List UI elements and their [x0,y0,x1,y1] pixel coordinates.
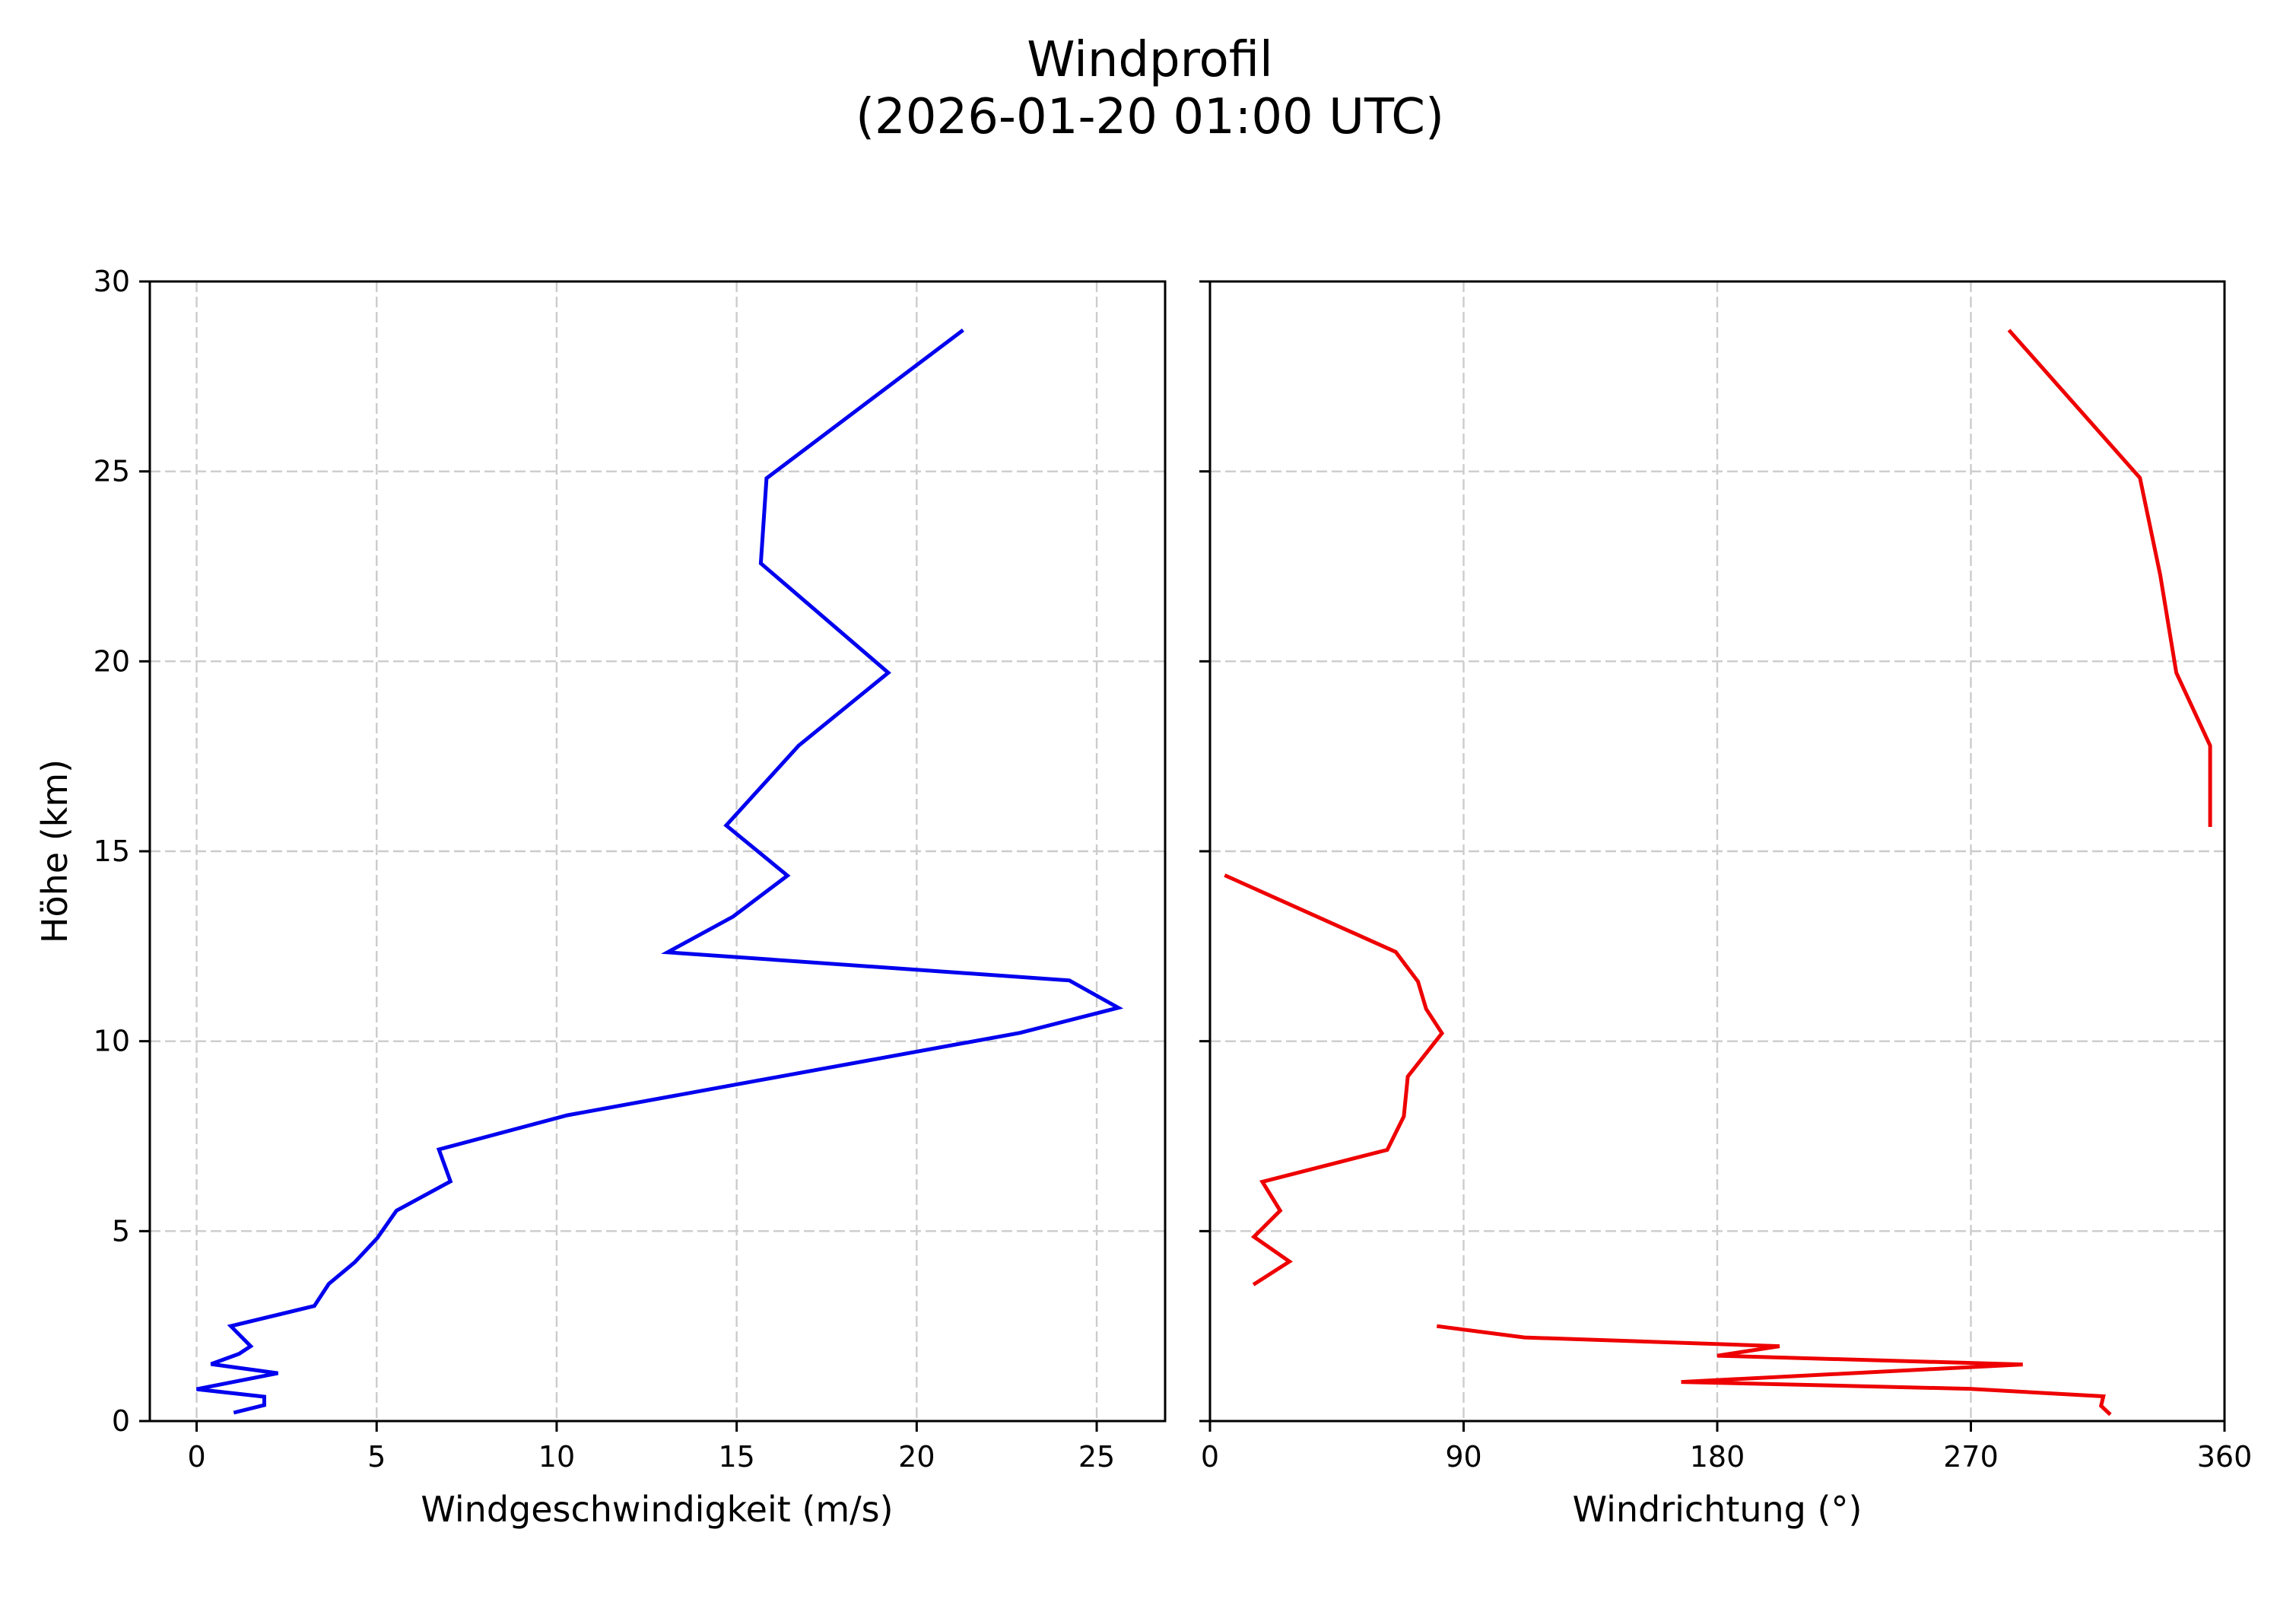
wind-direction-line-segment [1224,873,1445,1286]
height-ylabel: Höhe (km) [34,759,75,943]
x-tick-label: 5 [367,1440,386,1474]
wind-speed-line [196,328,1124,1415]
y-tick-label: 20 [94,644,130,678]
wind-direction-panel: 0 90 180 270 360 Windrichtung (°) [1199,280,2253,1530]
y-tick-label: 25 [94,455,130,488]
y-tick-label: 0 [112,1404,130,1438]
x-tick-label: 15 [718,1440,754,1474]
wind-speed-grid [150,281,1165,1421]
y-tick-label: 15 [94,835,130,868]
x-tick-label: 20 [898,1440,935,1474]
x-tick-label: 90 [1445,1440,1481,1474]
x-tick-label: 25 [1078,1440,1115,1474]
y-tick-label: 5 [112,1214,130,1248]
x-tick-label: 270 [1943,1440,1999,1474]
wind-direction-xlabel: Windrichtung (°) [1573,1489,1863,1530]
wind-direction-grid [1210,281,2225,1421]
wind-speed-ticks: 0 5 10 15 20 25 0 5 10 15 20 25 30 [94,265,1116,1474]
figure-title-line1: Windprofil [1027,32,1273,88]
x-tick-label: 0 [187,1440,205,1474]
wind-direction-lines [1224,329,2212,1416]
x-tick-label: 180 [1690,1440,1745,1474]
wind-speed-panel: 0 5 10 15 20 25 0 5 10 15 20 25 30 Windgeschwindigke… [34,265,1167,1530]
y-tick-label: 30 [94,265,130,298]
x-tick-label: 10 [538,1440,575,1474]
wind-speed-xlabel: Windgeschwindigkeit (m/s) [421,1489,893,1530]
x-tick-label: 0 [1201,1440,1219,1474]
wind-direction-ticks: 0 90 180 270 360 [1199,280,2253,1474]
wind-direction-line-segment [2007,329,2212,827]
wind-direction-line-segment [1436,1324,2112,1416]
x-tick-label: 360 [2197,1440,2253,1474]
y-tick-label: 10 [94,1025,130,1058]
figure-title-line2: (2026-01-20 01:00 UTC) [856,89,1444,145]
